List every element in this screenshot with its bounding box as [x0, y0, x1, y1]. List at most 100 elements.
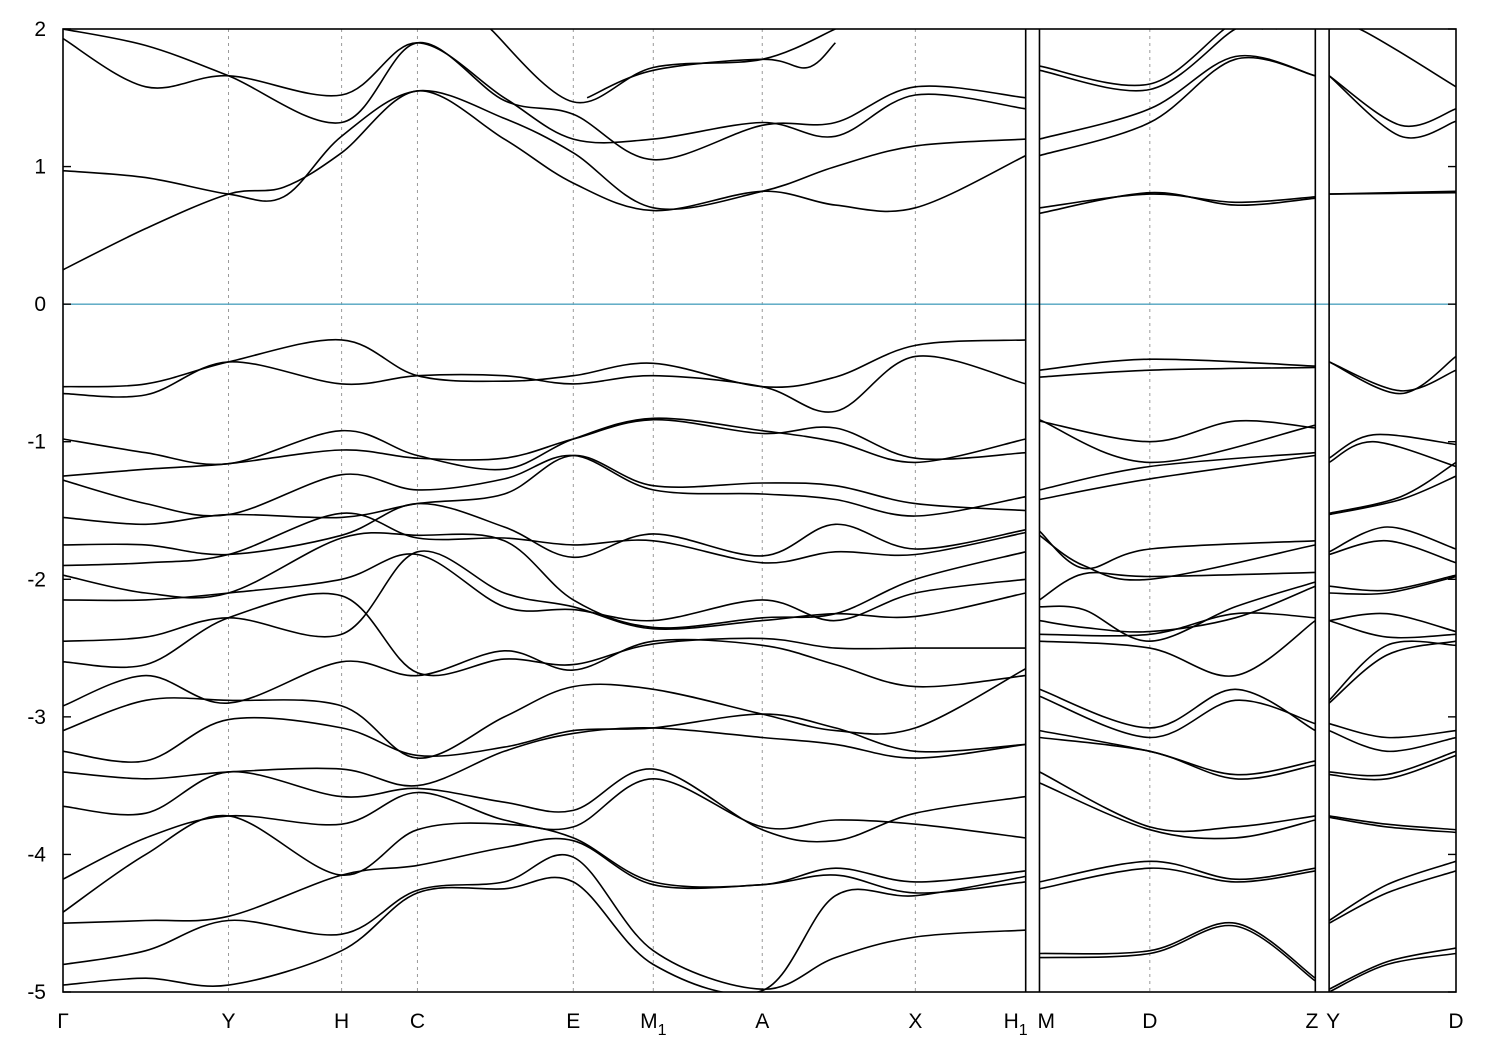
band-seg1-17	[1039, 619, 1316, 677]
xtick-label-7: X	[908, 1010, 922, 1033]
band-seg2-8	[1328, 440, 1456, 468]
band-seg2-19	[1328, 722, 1456, 739]
xtick-label-4: E	[566, 1010, 580, 1033]
xtick-label-2: H	[334, 1010, 349, 1033]
band-seg1-5	[1039, 29, 1263, 92]
band-seg2-24	[1328, 816, 1456, 834]
band-seg2-22	[1329, 754, 1456, 781]
xtick-label-10: D	[1142, 1010, 1157, 1033]
band-seg1-21	[1039, 729, 1316, 776]
band-seg1-16	[1039, 585, 1316, 633]
band-seg2-14	[1329, 575, 1456, 596]
xtick-label-9: M	[1037, 1010, 1055, 1033]
band-seg1-1	[1039, 191, 1316, 215]
band-seg1-13	[1039, 534, 1316, 581]
band-seg0-17	[63, 592, 1026, 677]
band-seg0-19	[63, 667, 1027, 759]
band-seg0-1	[63, 89, 1026, 211]
band-seg0-20	[63, 713, 1026, 763]
band-seg0-3	[63, 29, 1026, 161]
band-seg1-11	[1039, 454, 1316, 501]
band-seg2-20	[1328, 729, 1456, 753]
band-seg1-20	[1039, 695, 1316, 739]
xtick-label-6: A	[755, 1010, 769, 1033]
band-seg1-10	[1039, 451, 1316, 491]
band-seg2-21	[1329, 750, 1456, 777]
band-seg2-9	[1328, 461, 1456, 515]
band-seg1-22	[1039, 736, 1316, 780]
x-axis-ticks: Γ Y H C E M1 A X H1 M D Z Y D	[57, 1010, 1463, 1039]
band-seg2-4	[1329, 29, 1456, 88]
band-seg2-23	[1328, 815, 1456, 831]
band-seg2-1	[1329, 190, 1456, 195]
xtick-label-1: Y	[221, 1010, 235, 1033]
ytick-label-2: 0	[34, 293, 46, 316]
band-seg0-21	[63, 726, 1026, 787]
band-seg1-24	[1039, 782, 1316, 840]
band-seg1-15	[1039, 581, 1316, 643]
band-seg2-26	[1328, 870, 1456, 924]
band-seg1-6	[1039, 358, 1316, 371]
band-seg1-14	[1039, 571, 1316, 601]
band-seg0-15	[63, 553, 1026, 622]
band-seg0-4	[490, 29, 836, 104]
ytick-label-4: -2	[27, 568, 46, 591]
band-seg2-25	[1328, 860, 1456, 922]
band-seg2-12	[1328, 539, 1456, 564]
band-seg2-11	[1328, 526, 1456, 553]
ytick-label-6: -4	[27, 843, 46, 866]
bands	[63, 29, 1456, 992]
band-seg2-27	[1328, 947, 1456, 990]
band-seg0-26	[63, 854, 1026, 991]
band-seg0-9	[63, 418, 1026, 477]
band-seg1-18	[1039, 612, 1316, 637]
band-seg1-25	[1039, 860, 1316, 883]
band-seg0-11	[63, 454, 1026, 526]
band-seg2-13	[1329, 574, 1456, 592]
xtick-label-13: D	[1448, 1010, 1463, 1033]
band-seg2-16	[1329, 612, 1456, 633]
frame-rect	[62, 28, 1457, 993]
band-seg1-12	[1038, 530, 1316, 570]
ytick-label-7: -5	[27, 981, 46, 1004]
band-seg1-27	[1039, 921, 1316, 979]
band-seg2-18	[1328, 640, 1456, 704]
band-seg0-27	[63, 875, 1026, 992]
band-seg2-28	[1328, 952, 1456, 992]
band-seg0-22	[63, 768, 1026, 843]
band-seg1-8	[1039, 419, 1316, 443]
ytick-label-3: -1	[27, 431, 46, 454]
band-seg1-7	[1039, 366, 1316, 378]
ytick-label-5: -3	[27, 706, 46, 729]
band-seg1-9	[1039, 418, 1316, 464]
band-seg2-2	[1328, 75, 1456, 128]
band-seg0-25	[63, 837, 1026, 924]
band-seg2-5	[1328, 355, 1456, 395]
band-seg1-23	[1039, 771, 1316, 833]
band-seg2-15	[1328, 619, 1456, 639]
xtick-label-5: M1	[640, 1010, 667, 1039]
y-axis-ticks: 2 1 0 -1 -2 -3 -4 -5	[27, 18, 1456, 1004]
xtick-label-8: H1	[1004, 1010, 1028, 1039]
band-seg0-24	[63, 814, 1026, 913]
ytick-label-0: 2	[34, 18, 46, 41]
xtick-label-3: C	[410, 1010, 425, 1033]
band-seg1-3	[1039, 54, 1316, 140]
ytick-label-1: 1	[34, 156, 46, 179]
band-seg0-18	[63, 638, 1026, 707]
band-seg2-7	[1328, 433, 1456, 459]
xtick-label-11: Z	[1305, 1010, 1318, 1033]
band-seg2-3	[1328, 75, 1456, 139]
band-seg1-4	[1039, 29, 1277, 87]
plot-frame	[62, 28, 1457, 993]
band-seg0-7	[63, 355, 1026, 413]
band-seg1-28	[1039, 924, 1316, 982]
band-seg0-12	[63, 502, 1026, 559]
xtick-label-0: Γ	[57, 1010, 69, 1033]
band-seg1-19	[1039, 688, 1316, 732]
band-seg0-5	[586, 42, 836, 99]
band-seg1-26	[1039, 867, 1316, 890]
band-seg0-13	[63, 512, 1026, 567]
